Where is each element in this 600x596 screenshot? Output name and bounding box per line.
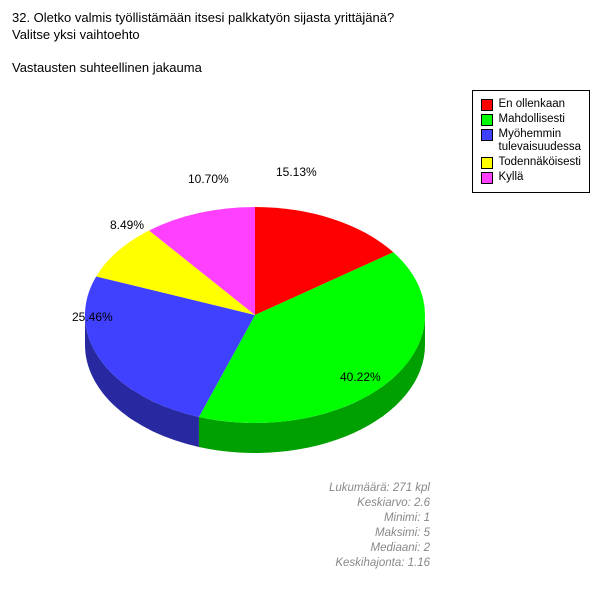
stat-median: Mediaani: 2 [329, 541, 430, 556]
stat-count: Lukumäärä: 271 kpl [329, 481, 430, 496]
legend-swatch [481, 157, 493, 169]
stat-min: Minimi: 1 [329, 511, 430, 526]
pie-svg [40, 170, 470, 490]
legend-item: Todennäköisesti [481, 156, 581, 170]
chart-subtitle: Vastausten suhteellinen jakauma [12, 60, 202, 75]
title-line-2: Valitse yksi vaihtoehto [12, 27, 394, 44]
legend-swatch [481, 129, 493, 141]
chart-title: 32. Oletko valmis työllistämään itsesi p… [12, 10, 394, 44]
legend-label: En ollenkaan [499, 98, 566, 112]
legend: En ollenkaanMahdollisestiMyöhemmin tulev… [472, 90, 590, 193]
legend-swatch [481, 172, 493, 184]
legend-item: Myöhemmin tulevaisuudessa [481, 128, 581, 156]
legend-label: Todennäköisesti [499, 156, 581, 170]
stat-mean: Keskiarvo: 2.6 [329, 496, 430, 511]
stats-block: Lukumäärä: 271 kpl Keskiarvo: 2.6 Minimi… [329, 481, 430, 571]
legend-label: Mahdollisesti [499, 113, 565, 127]
pie-chart: 15.13%40.22%25.46%8.49%10.70% [40, 170, 470, 490]
slice-percent-label: 25.46% [72, 310, 113, 324]
slice-percent-label: 8.49% [110, 218, 144, 232]
legend-item: En ollenkaan [481, 98, 581, 112]
legend-label: Myöhemmin tulevaisuudessa [499, 128, 581, 156]
stat-max: Maksimi: 5 [329, 526, 430, 541]
legend-swatch [481, 99, 493, 111]
legend-swatch [481, 114, 493, 126]
legend-item: Kyllä [481, 171, 581, 185]
slice-percent-label: 15.13% [276, 165, 317, 179]
slice-percent-label: 40.22% [340, 370, 381, 384]
title-line-1: 32. Oletko valmis työllistämään itsesi p… [12, 10, 394, 27]
slice-percent-label: 10.70% [188, 172, 229, 186]
stat-stddev: Keskihajonta: 1.16 [329, 556, 430, 571]
legend-item: Mahdollisesti [481, 113, 581, 127]
legend-label: Kyllä [499, 171, 524, 185]
